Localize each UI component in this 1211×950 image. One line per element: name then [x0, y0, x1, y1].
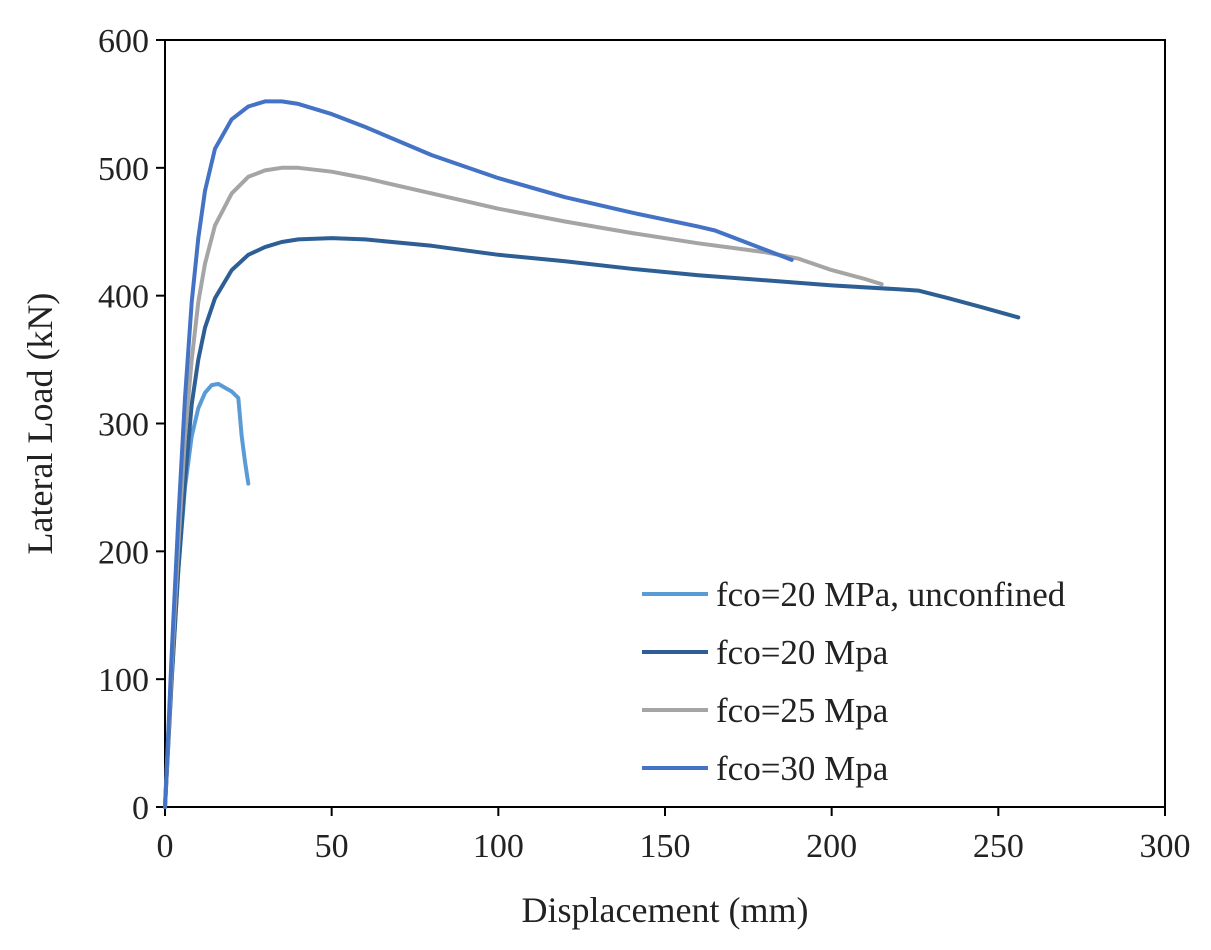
- series-line-3: [163, 165, 884, 809]
- series-lines: [163, 99, 1021, 809]
- legend-label-4: fco=30 Mpa: [716, 749, 889, 788]
- series-line-2: [163, 236, 1021, 809]
- x-tick-label: 50: [315, 828, 349, 865]
- axis-ticks: 0 100 200 300 400 500 600 0 50 100 150 200 250 300: [98, 23, 1191, 865]
- legend-label-1: fco=20 MPa, unconfined: [716, 575, 1066, 614]
- x-tick-label: 300: [1140, 828, 1191, 865]
- y-tick-label: 100: [98, 662, 149, 699]
- y-tick-label: 0: [132, 790, 149, 827]
- y-tick-label: 600: [98, 23, 149, 60]
- legend-label-3: fco=25 Mpa: [716, 691, 889, 730]
- y-tick-label: 200: [98, 534, 149, 571]
- x-tick-label: 150: [640, 828, 691, 865]
- legend-label-2: fco=20 Mpa: [716, 633, 889, 672]
- y-axis-title: Lateral Load (kN): [20, 293, 60, 555]
- y-tick-label: 300: [98, 407, 149, 444]
- x-axis-title: Displacement (mm): [522, 890, 809, 930]
- series-line-4: [163, 99, 794, 809]
- y-tick-label: 500: [98, 151, 149, 188]
- legend: fco=20 MPa, unconfined fco=20 Mpa fco=25 M…: [642, 575, 1066, 788]
- x-tick-label: 200: [806, 828, 857, 865]
- x-tick-label: 0: [157, 828, 174, 865]
- y-tick-label: 400: [98, 279, 149, 316]
- x-tick-label: 100: [473, 828, 524, 865]
- x-tick-label: 250: [973, 828, 1024, 865]
